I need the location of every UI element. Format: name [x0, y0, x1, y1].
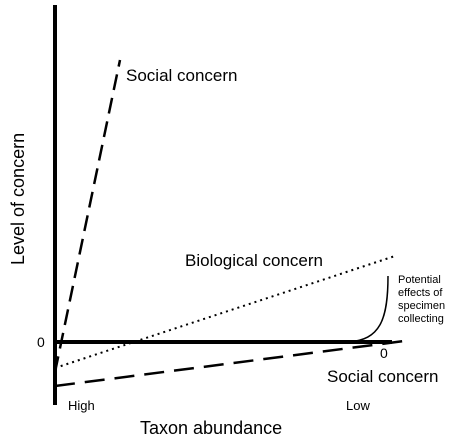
- specimen-collecting-curve: [347, 275, 389, 343]
- y-zero-label: 0: [37, 334, 45, 350]
- biological-concern-line: [54, 255, 396, 369]
- y-axis-title: Level of concern: [8, 133, 28, 265]
- social-concern-lower-label: Social concern: [327, 367, 439, 386]
- x-zero-label: 0: [380, 345, 388, 361]
- social-concern-upper-label: Social concern: [126, 66, 238, 85]
- x-axis-high-label: High: [68, 398, 95, 413]
- annotation-line-1: Potential: [398, 274, 441, 286]
- x-axis-title: Taxon abundance: [140, 418, 282, 438]
- annotation-line-3: specimen: [398, 300, 445, 312]
- annotation-line-2: effects of: [398, 287, 443, 299]
- biological-concern-label: Biological concern: [185, 251, 323, 270]
- annotation-line-4: collecting: [398, 313, 444, 325]
- x-axis-low-label: Low: [346, 398, 370, 413]
- social-concern-upper-line: [53, 59, 122, 373]
